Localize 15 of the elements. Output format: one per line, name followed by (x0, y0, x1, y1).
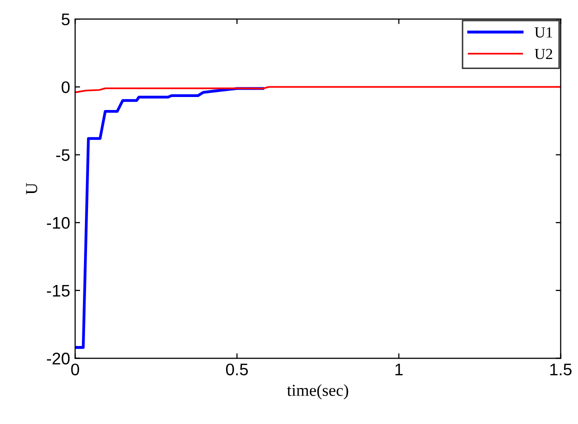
y-tick-label: 0 (62, 81, 70, 94)
x-tick-label: 1.5 (550, 364, 572, 376)
x-tick-label: 0 (71, 364, 80, 376)
y-tick-label: -5 (56, 149, 70, 161)
y-tick-label: -20 (46, 352, 70, 364)
y-axis-title: U (26, 183, 38, 194)
legend-label: U1 (534, 27, 552, 38)
legend-label: U2 (534, 48, 552, 60)
x-tick-label: 0.5 (226, 364, 248, 376)
y-tick-label: -10 (46, 217, 70, 229)
y-tick-label: 5 (62, 14, 70, 26)
line-series (75, 87, 264, 349)
y-tick-label: -15 (46, 285, 70, 297)
x-axis-title: time(sec) (287, 384, 348, 400)
x-tick-label: 1 (395, 364, 403, 376)
